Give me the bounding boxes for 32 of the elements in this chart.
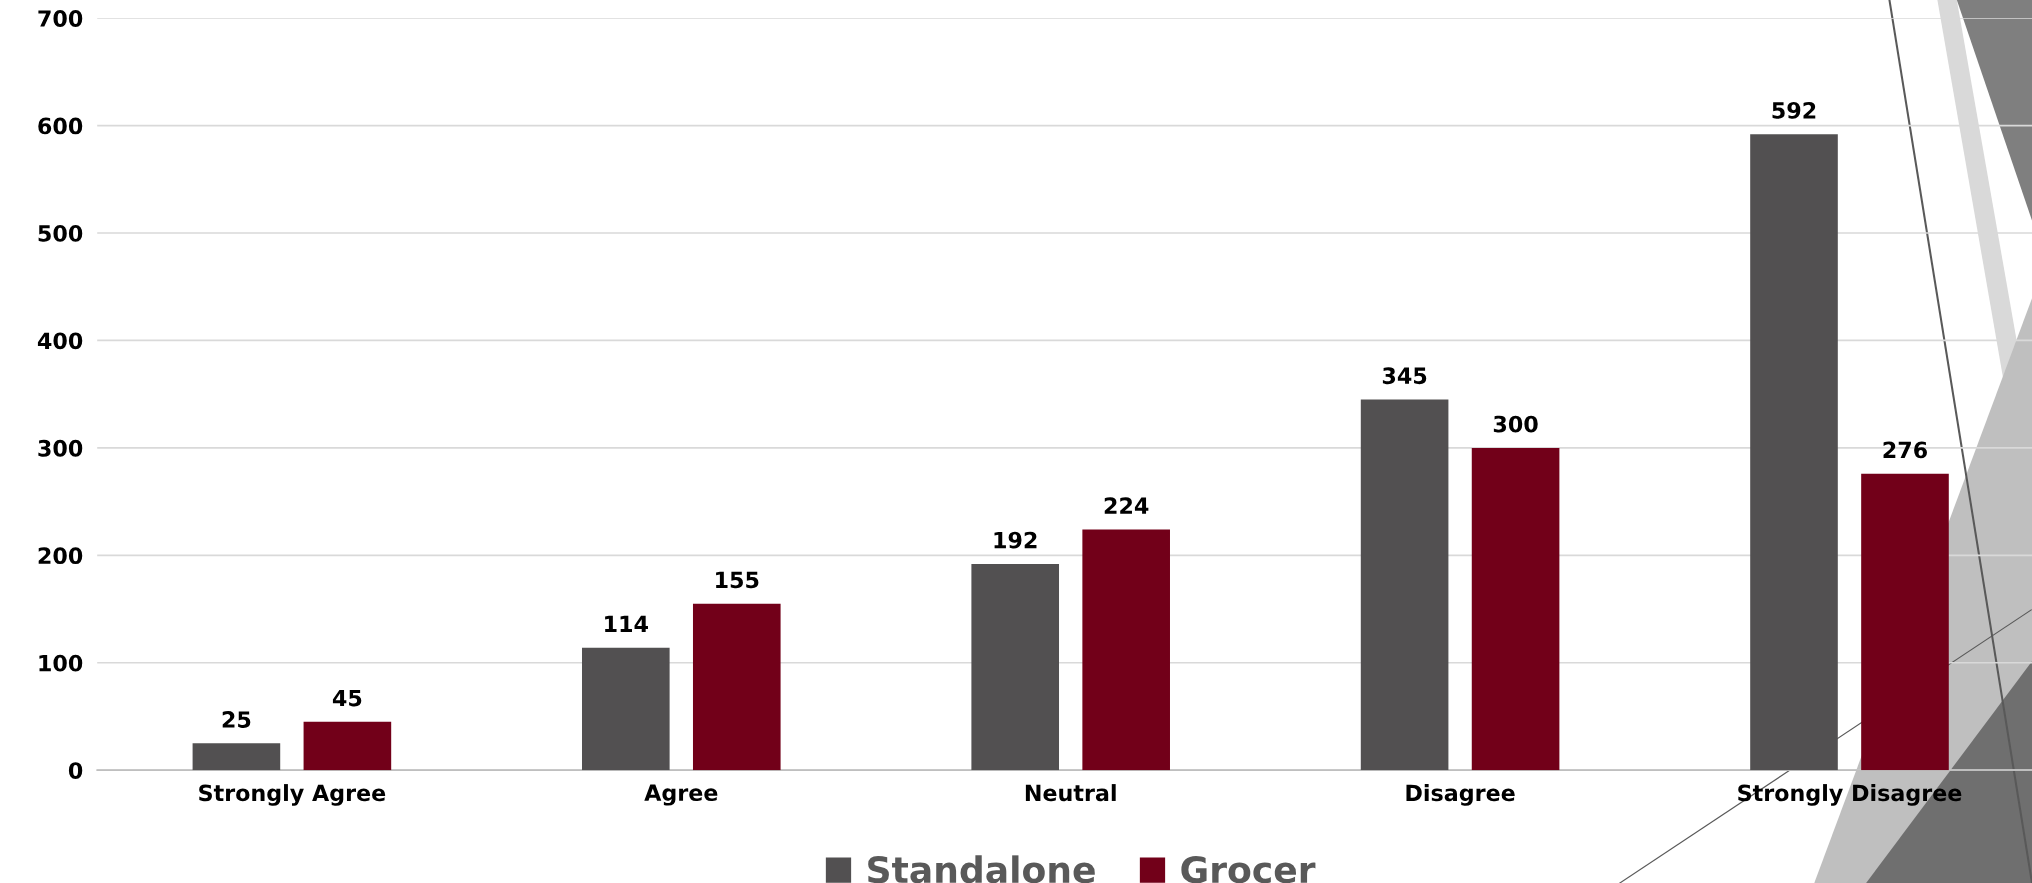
bar (1360, 399, 1449, 771)
bar (303, 721, 392, 771)
data-label: 45 (332, 689, 362, 707)
legend-label: Grocer (1181, 855, 1316, 883)
x-tick-label: Neutral (1025, 784, 1116, 802)
y-tick-label: 700 (38, 10, 83, 27)
data-label: 592 (1772, 101, 1816, 119)
y-tick-label: 100 (39, 654, 83, 672)
y-tick-label: 500 (38, 224, 83, 242)
y-tick-label: 0 (68, 762, 83, 779)
y-tick-label: 400 (37, 332, 83, 350)
bar (692, 603, 781, 771)
data-label: 300 (1493, 415, 1538, 433)
y-tick-label: 200 (38, 547, 83, 565)
data-label: 155 (716, 571, 759, 589)
data-label: 224 (1104, 497, 1149, 514)
legend-label: Standalone (868, 855, 1095, 883)
x-tick-label: Strongly Agree (199, 784, 386, 806)
data-label: 25 (222, 711, 251, 728)
data-label: 114 (605, 615, 648, 632)
x-tick-label: Disagree (1406, 784, 1515, 806)
y-tick-label: 600 (38, 117, 83, 135)
data-label: 192 (994, 531, 1037, 549)
x-tick-label: Agree (644, 784, 718, 806)
bar (582, 647, 670, 771)
data-label: 276 (1883, 441, 1927, 459)
y-tick-label: 300 (38, 439, 83, 457)
bar (192, 743, 281, 771)
bar (1082, 529, 1170, 771)
data-label: 345 (1382, 367, 1427, 385)
bar (971, 563, 1060, 771)
bar (1471, 447, 1560, 771)
